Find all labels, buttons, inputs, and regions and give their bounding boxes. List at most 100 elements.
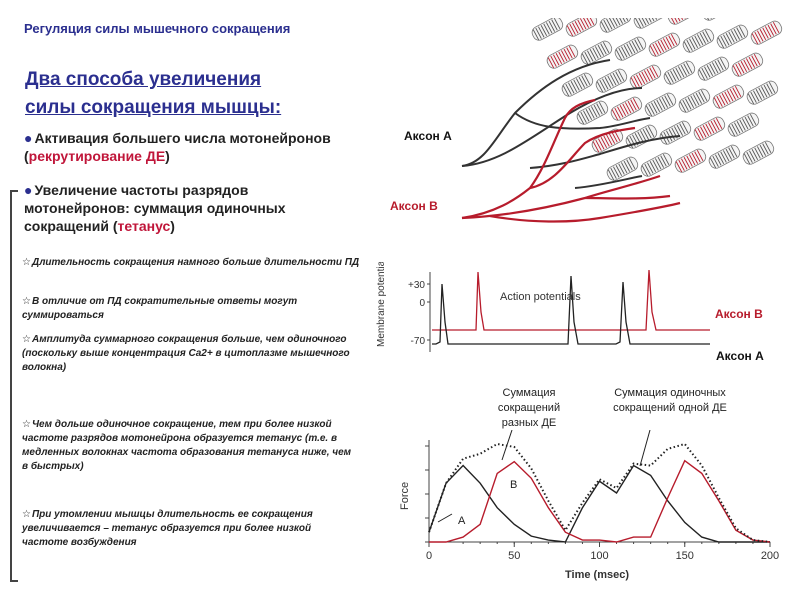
- fiber-stripe: [762, 143, 769, 155]
- fiber-stripe: [768, 81, 776, 94]
- fiber-stripe: [694, 35, 701, 47]
- fiber-stripe: [704, 29, 712, 42]
- fiber-stripe: [719, 94, 726, 106]
- fiber-stripe: [615, 71, 622, 83]
- fiber-stripe: [572, 22, 579, 34]
- fiber-stripe: [628, 157, 636, 170]
- fiber-stripe: [700, 89, 708, 102]
- fiber-stripe: [664, 95, 671, 107]
- fiber-stripe: [621, 18, 629, 22]
- bullet-highlight: тетанус: [117, 218, 171, 234]
- fiber-stripe: [611, 109, 619, 121]
- fiber-stripe: [566, 47, 573, 59]
- fiber-stripe: [667, 71, 674, 83]
- fiber-stripe: [707, 122, 715, 134]
- fiber-stripe: [712, 155, 719, 167]
- fiber-stripe: [647, 125, 655, 138]
- fiber-stripe: [702, 31, 709, 43]
- bullet-tail: ): [165, 148, 170, 164]
- fiber-body: [614, 36, 647, 61]
- fiber-stripe: [651, 102, 658, 114]
- fiber-stripe: [553, 18, 561, 30]
- fiber-stripe: [588, 107, 595, 119]
- fiber-stripe: [757, 30, 764, 42]
- membrane-axon-b-label: Аксон В: [715, 307, 763, 321]
- fiber-stripe: [581, 53, 589, 65]
- fiber-stripe: [594, 46, 602, 58]
- muscle-fiber-segment: [697, 56, 730, 81]
- fiber-stripe: [717, 59, 724, 71]
- bullet-text: Увеличение частоты разрядов мотонейронов…: [24, 182, 286, 234]
- fiber-stripe: [747, 115, 754, 127]
- fiber-body: [682, 28, 715, 53]
- fiber-stripe: [691, 152, 699, 164]
- fiber-stripe: [647, 162, 654, 174]
- fiber-stripe: [759, 29, 767, 41]
- star-icon: ☆: [22, 296, 31, 307]
- fiber-stripe: [577, 113, 585, 125]
- fiber-stripe: [592, 47, 599, 59]
- fiber-stripe: [749, 150, 756, 162]
- fiber-body: [659, 120, 692, 145]
- fiber-stripe: [640, 18, 647, 26]
- membrane-tick-label: 0: [419, 298, 425, 309]
- fiber-stripe: [674, 18, 681, 22]
- fiber-stripe: [598, 101, 606, 114]
- fiber-stripe: [680, 64, 688, 76]
- fiber-stripe: [730, 30, 738, 42]
- fiber-stripe: [686, 155, 693, 167]
- fiber-stripe: [683, 157, 691, 169]
- fiber-stripe: [555, 53, 563, 65]
- muscle-fiber-segment: [614, 36, 647, 61]
- fiber-stripe: [595, 139, 602, 151]
- fiber-stripe: [743, 59, 750, 71]
- fiber-stripe: [733, 28, 741, 40]
- fiber-stripe: [686, 39, 693, 51]
- fiber-stripe: [633, 75, 640, 87]
- fiber-body: [663, 60, 696, 85]
- fiber-stripe: [568, 45, 576, 58]
- fiber-stripe: [706, 65, 714, 77]
- fiber-stripe: [637, 131, 644, 143]
- fiber-stripe: [553, 54, 560, 66]
- muscle-fiber-segment: [674, 148, 707, 173]
- fiber-body: [708, 144, 741, 169]
- fiber-stripe: [734, 85, 742, 98]
- heading-line-2: силы сокращения мышцы:: [25, 97, 282, 118]
- force-xlabel: Time (msec): [565, 569, 629, 581]
- fiber-stripe: [563, 48, 571, 60]
- fiber-stripe: [634, 39, 641, 51]
- fiber-stripe: [605, 134, 613, 146]
- fiber-stripe: [612, 72, 620, 84]
- fiber-stripe: [764, 141, 772, 154]
- fiber-stripe: [645, 127, 652, 139]
- bullet-frequency: ● Увеличение частоты разрядов мотонейроно…: [24, 181, 354, 235]
- fiber-stripe: [695, 92, 703, 104]
- fiber-stripe: [582, 18, 590, 28]
- fiber-stripe: [596, 103, 603, 115]
- fiber-stripe: [702, 18, 710, 21]
- muscle-fiber-segment: [746, 80, 779, 105]
- muscle-fiber-segment: [708, 144, 741, 169]
- fiber-stripe: [569, 23, 576, 35]
- fiber-stripe: [570, 81, 578, 93]
- fiber-stripe: [763, 84, 771, 96]
- fiber-stripe: [709, 157, 717, 169]
- fiber-stripe: [615, 165, 623, 177]
- fiber-stripe: [723, 34, 730, 46]
- force-ylabel: Force: [399, 482, 411, 510]
- fiber-stripe: [677, 66, 685, 78]
- fiber-stripe: [697, 127, 704, 139]
- fiber-stripe: [645, 105, 653, 117]
- bullet-recruitment: ● Активация большего числа мотонейронов (…: [24, 129, 369, 165]
- fiber-stripe: [675, 161, 683, 173]
- fiber-stripe: [660, 39, 667, 51]
- fiber-stripe: [724, 91, 731, 103]
- fiber-stripe: [683, 41, 691, 53]
- note-item: ☆При утомлении мышцы длительность ее сок…: [22, 508, 352, 550]
- fiber-stripe: [717, 37, 725, 49]
- fiber-body: [716, 24, 749, 49]
- muscle-fiber-segment: [595, 68, 628, 93]
- fiber-stripe: [668, 18, 676, 25]
- fiber-stripe: [566, 25, 574, 37]
